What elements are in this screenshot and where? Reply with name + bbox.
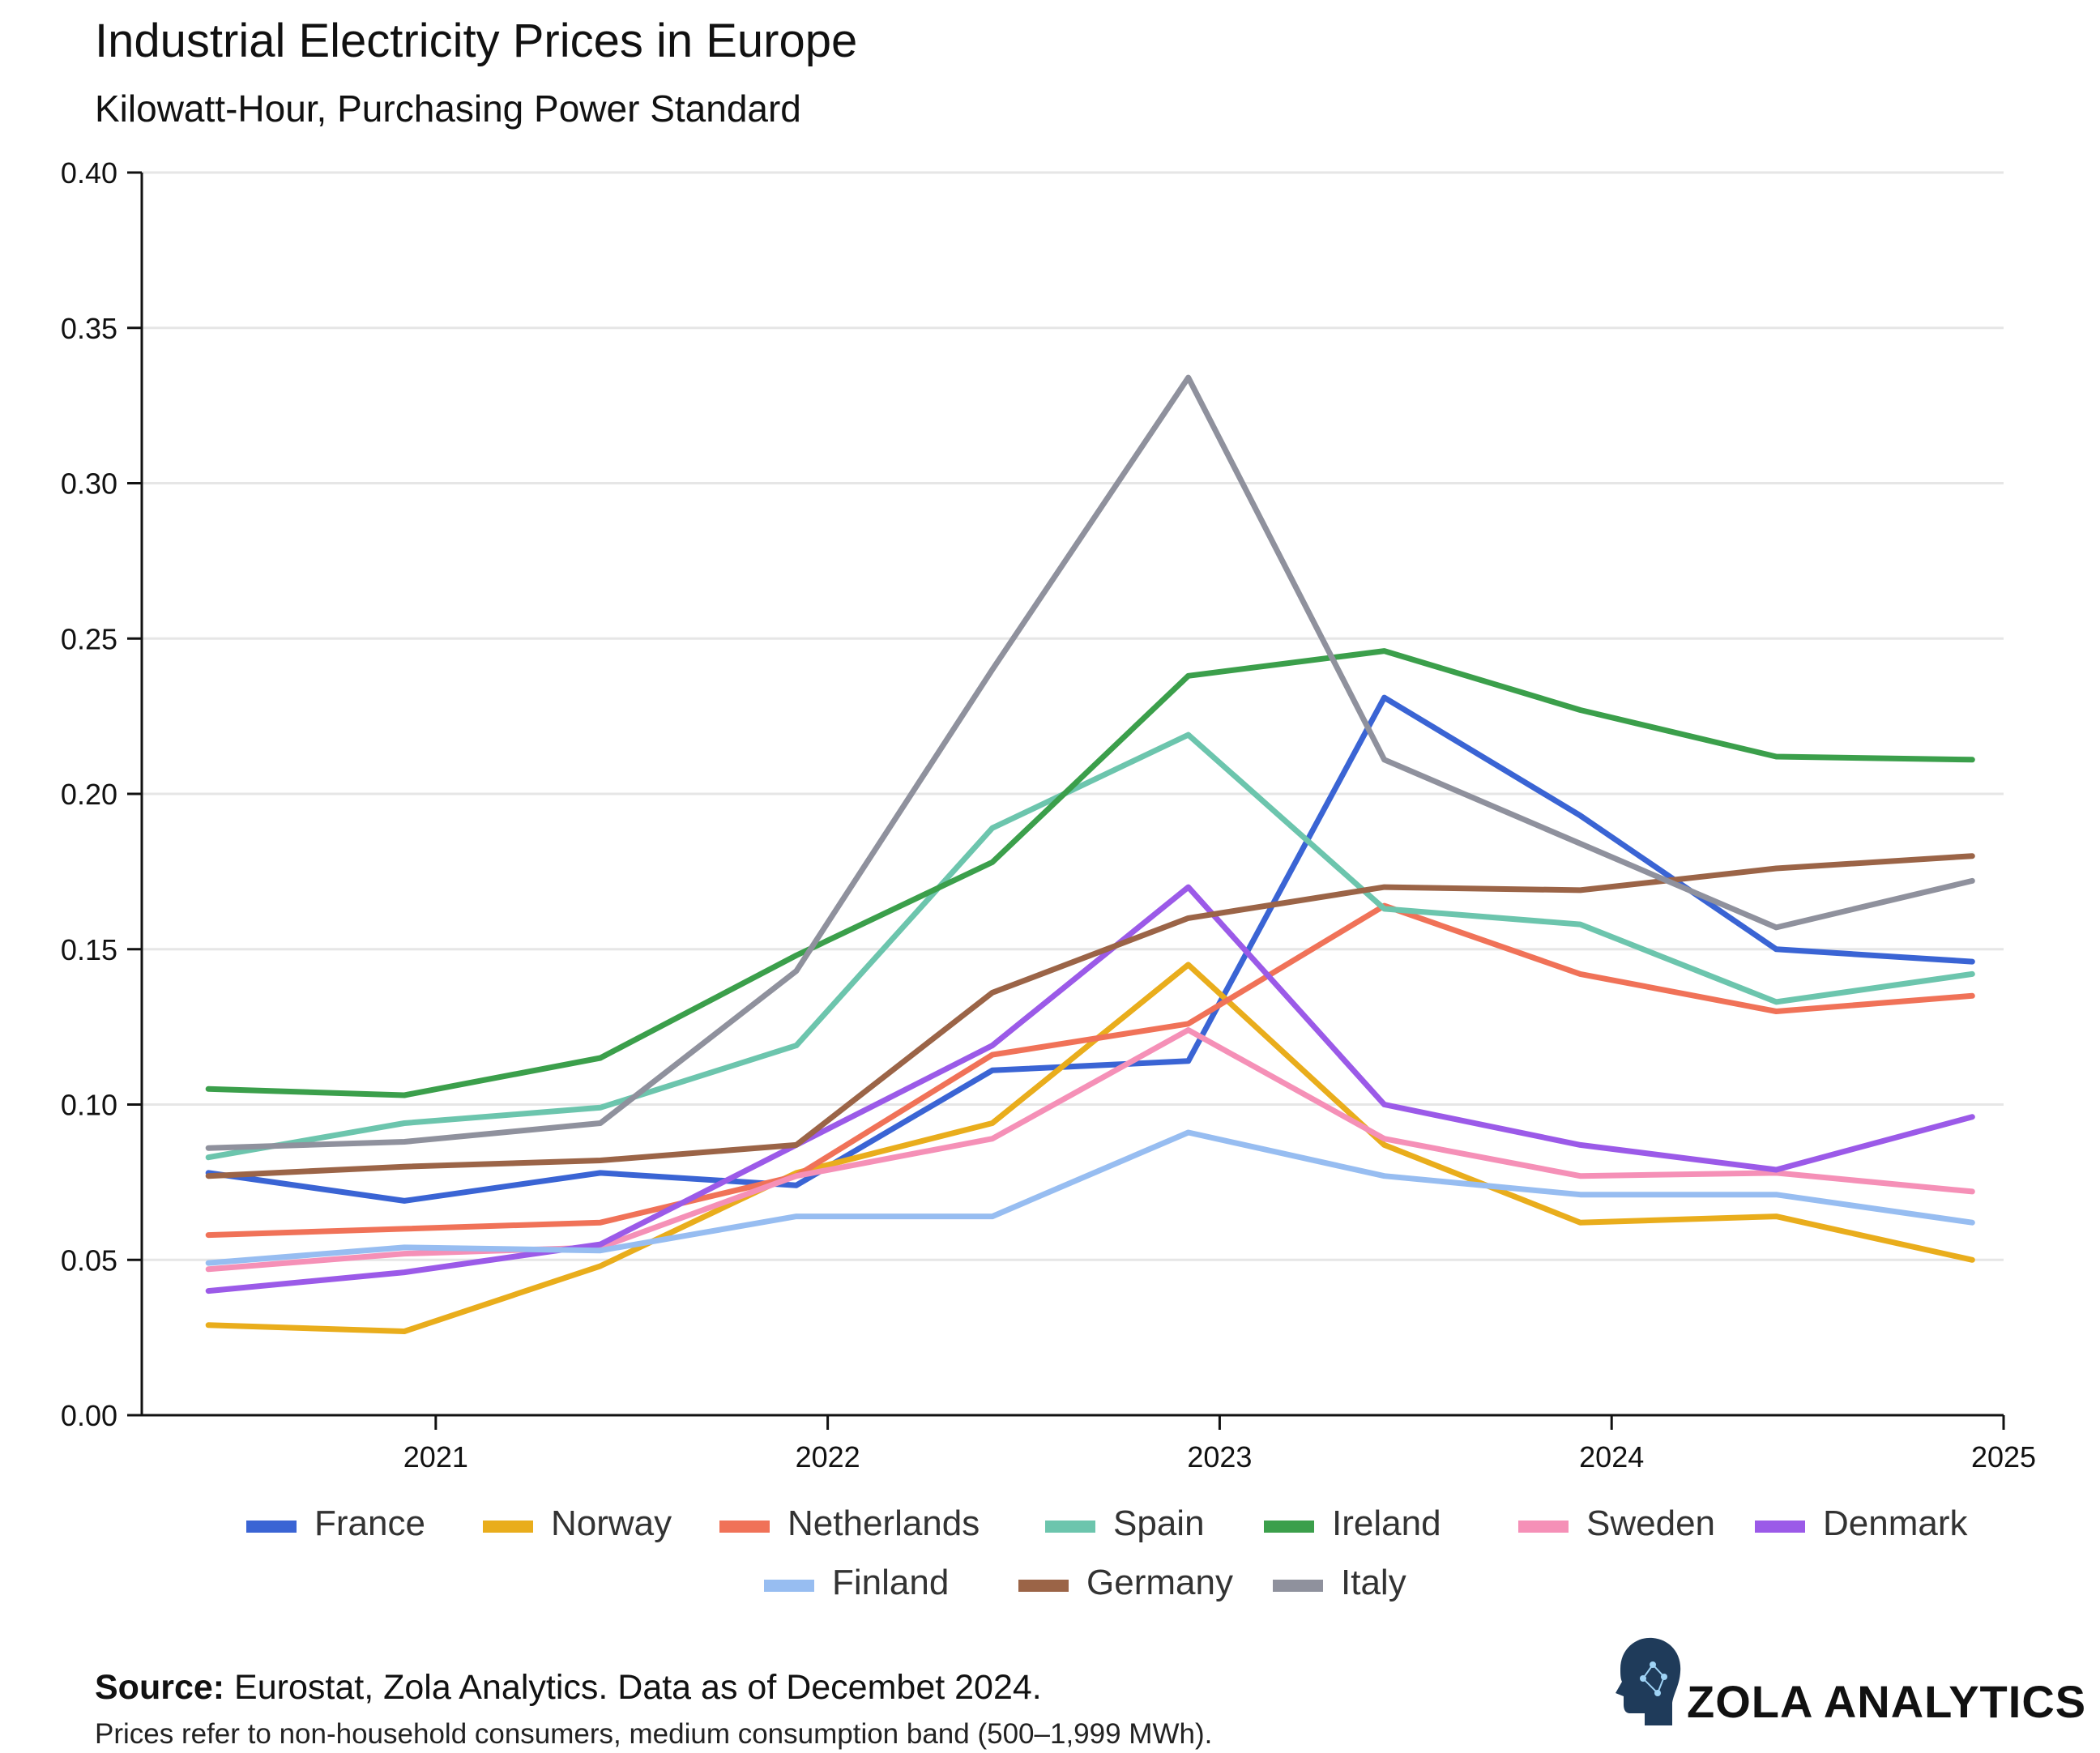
legend-item-italy: Italy bbox=[1273, 1563, 1406, 1602]
x-axis-ticks: 2021 2022 2023 2024 2025 bbox=[403, 1415, 2036, 1474]
series-line-italy bbox=[205, 374, 1975, 1151]
legend-item-germany: Germany bbox=[1018, 1563, 1233, 1602]
y-tick-label: 0.40 bbox=[61, 156, 117, 190]
y-tick-label: 0.00 bbox=[61, 1399, 117, 1432]
legend-label: Italy bbox=[1341, 1563, 1406, 1602]
brand-name: ZOLA ANALYTICS bbox=[1687, 1676, 2086, 1727]
legend-swatch bbox=[719, 1521, 770, 1533]
x-tick-label: 2021 bbox=[403, 1440, 468, 1474]
legend-item-spain: Spain bbox=[1045, 1503, 1205, 1543]
legend-swatch bbox=[1273, 1580, 1323, 1592]
series-lines bbox=[205, 374, 1975, 1334]
y-tick-label: 0.20 bbox=[61, 778, 117, 811]
source-label: Source: bbox=[95, 1668, 224, 1707]
series-line-netherlands bbox=[205, 902, 1975, 1239]
source-text: Eurostat, Zola Analytics. Data as of Dec… bbox=[224, 1668, 1042, 1707]
legend-label: Netherlands bbox=[788, 1503, 980, 1543]
series-line-ireland bbox=[205, 648, 1975, 1098]
legend-item-france: France bbox=[246, 1503, 425, 1543]
series-line-germany bbox=[205, 853, 1975, 1179]
legend-swatch bbox=[1045, 1521, 1095, 1533]
legend-swatch bbox=[483, 1521, 533, 1533]
legend-item-sweden: Sweden bbox=[1518, 1503, 1715, 1543]
legend-item-norway: Norway bbox=[483, 1503, 672, 1543]
y-tick-label: 0.05 bbox=[61, 1243, 117, 1277]
legend: France Norway Netherlands Spain Ireland Swede… bbox=[246, 1503, 1968, 1602]
legend-item-netherlands: Netherlands bbox=[719, 1503, 980, 1543]
legend-label: France bbox=[314, 1503, 425, 1543]
chart-subtitle: Kilowatt-Hour, Purchasing Power Standard bbox=[95, 87, 801, 130]
source-line: Source: Eurostat, Zola Analytics. Data a… bbox=[95, 1668, 1042, 1707]
y-tick-label: 0.35 bbox=[61, 312, 117, 345]
legend-swatch bbox=[1755, 1521, 1805, 1533]
legend-swatch bbox=[246, 1521, 297, 1533]
legend-label: Finland bbox=[832, 1563, 949, 1602]
legend-swatch bbox=[764, 1580, 814, 1592]
series-line-france bbox=[205, 694, 1975, 1204]
y-tick-label: 0.15 bbox=[61, 933, 117, 966]
legend-swatch bbox=[1518, 1521, 1569, 1533]
y-tick-label: 0.25 bbox=[61, 622, 117, 655]
x-tick-label: 2022 bbox=[796, 1440, 860, 1474]
gridlines bbox=[142, 171, 2004, 1261]
legend-label: Denmark bbox=[1823, 1503, 1968, 1543]
legend-swatch bbox=[1264, 1521, 1314, 1533]
series-line-spain bbox=[205, 731, 1975, 1161]
legend-label: Norway bbox=[551, 1503, 672, 1543]
y-tick-label: 0.30 bbox=[61, 467, 117, 501]
legend-label: Ireland bbox=[1332, 1503, 1441, 1543]
legend-label: Germany bbox=[1086, 1563, 1233, 1602]
legend-label: Sweden bbox=[1586, 1503, 1715, 1543]
y-tick-label: 0.10 bbox=[61, 1089, 117, 1122]
series-line-denmark bbox=[205, 884, 1975, 1294]
legend-item-ireland: Ireland bbox=[1264, 1503, 1441, 1543]
x-tick-label: 2023 bbox=[1187, 1440, 1252, 1474]
chart-title: Industrial Electricity Prices in Europe bbox=[95, 15, 857, 67]
legend-item-denmark: Denmark bbox=[1755, 1503, 1968, 1543]
head-circuit-icon bbox=[1616, 1637, 1681, 1725]
x-tick-label: 2025 bbox=[1971, 1440, 2036, 1474]
x-tick-label: 2024 bbox=[1579, 1440, 1644, 1474]
legend-item-finland: Finland bbox=[764, 1563, 949, 1602]
series-line-finland bbox=[205, 1129, 1975, 1266]
y-axis-ticks: 0.00 0.05 0.10 0.15 0.20 0.25 0.30 0.35 0.40 bbox=[61, 156, 142, 1432]
legend-label: Spain bbox=[1113, 1503, 1205, 1543]
legend-swatch bbox=[1018, 1580, 1069, 1592]
series-line-norway bbox=[205, 962, 1975, 1334]
footnote: Prices refer to non-household consumers,… bbox=[95, 1718, 1212, 1750]
